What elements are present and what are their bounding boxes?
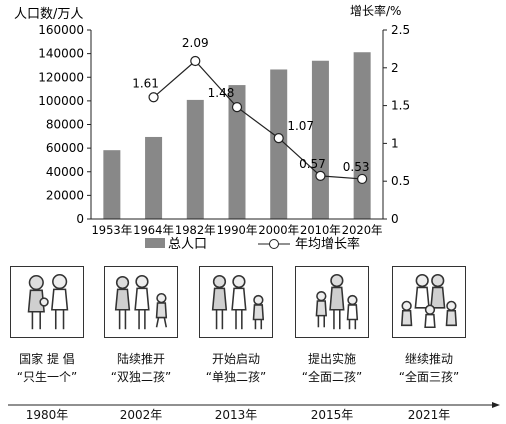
population-bar <box>145 136 163 219</box>
growth-rate-point <box>273 133 284 144</box>
left-tick-label: 140000 <box>38 47 84 61</box>
growth-rate-point <box>148 92 159 103</box>
legend-bar-swatch <box>145 238 165 248</box>
category-label: 1982年 <box>175 223 216 237</box>
growth-rate-point <box>357 173 368 185</box>
population-bar <box>228 85 246 220</box>
growth-rate-label: 0.53 <box>343 160 370 174</box>
left-tick-label: 20000 <box>46 188 84 202</box>
policy-caption-line2: “全面三孩” <box>398 370 460 384</box>
growth-rate-point <box>315 170 326 182</box>
policy-caption-line1: 陆续推开 <box>116 352 165 366</box>
right-tick-label: 0 <box>391 212 399 226</box>
policy-caption-2: 陆续推开 “双独二孩” <box>93 350 189 386</box>
right-tick-label: 1.5 <box>391 99 410 113</box>
population-bar <box>311 60 329 219</box>
policy-caption-line2: “只生一个” <box>16 370 78 384</box>
timeline-year-3: 2013年 <box>214 408 258 422</box>
growth-rate-label: 1.07 <box>287 119 314 133</box>
growth-rate-point <box>190 55 201 67</box>
timeline-axis <box>8 402 500 408</box>
growth-rate-label: 1.61 <box>132 76 159 90</box>
left-tick-label: 160000 <box>38 23 84 37</box>
family-with-two-children-icon <box>315 274 359 330</box>
policy-caption-line2: “双独二孩” <box>110 370 172 384</box>
policy-panel-3 <box>199 266 273 338</box>
timeline-year-2: 2002年 <box>119 408 163 422</box>
population-bar <box>103 150 121 219</box>
category-label: 1990年 <box>217 223 258 237</box>
left-tick-label: 60000 <box>46 141 84 155</box>
legend-line-marker <box>269 239 279 249</box>
growth-rate-line <box>153 60 363 180</box>
family-with-three-children-icon <box>400 274 458 329</box>
right-tick-label: 2.5 <box>391 23 410 37</box>
policy-panel-2 <box>104 266 178 338</box>
legend-line-label: 年均增长率 <box>295 236 360 252</box>
timeline-year-4: 2015年 <box>310 408 354 422</box>
legend-bar-label: 总人口 <box>168 237 207 252</box>
population-bar <box>353 52 371 219</box>
right-tick-label: 1 <box>391 136 399 150</box>
growth-rate-label: 1.48 <box>208 86 235 100</box>
left-tick-label: 100000 <box>38 94 84 108</box>
population-chart: 人口数/万人 增长率/% 0 20000 40000 60000 80000 100000… <box>14 3 410 252</box>
category-label: 1964年 <box>133 223 174 237</box>
policy-caption-line1: 开始启动 <box>211 352 260 366</box>
growth-rate-point <box>231 102 243 113</box>
category-label: 2010年 <box>300 223 341 237</box>
family-with-two-children-icon <box>211 274 265 330</box>
left-tick-label: 40000 <box>46 165 84 179</box>
policy-caption-line2: “单独二孩” <box>205 370 267 384</box>
family-with-two-children-icon <box>114 274 168 330</box>
right-axis-title: 增长率/% <box>350 3 401 18</box>
left-tick-label: 0 <box>76 212 84 226</box>
right-tick-label: 2 <box>391 61 399 75</box>
policy-caption-line1: 提出实施 <box>307 352 356 366</box>
policy-caption-3: 开始启动 “单独二孩” <box>188 350 284 386</box>
timeline-year-5: 2021年 <box>407 408 451 422</box>
policy-caption-5: 继续推动 “全面三孩” <box>381 350 477 386</box>
population-bar <box>186 99 204 219</box>
category-label: 1953年 <box>91 223 132 237</box>
policy-caption-line1: 继续推动 <box>404 352 453 366</box>
growth-rate-label: 2.09 <box>182 36 209 50</box>
right-tick-label: 0.5 <box>391 174 410 188</box>
left-axis-title: 人口数/万人 <box>14 7 83 22</box>
left-tick-label: 120000 <box>38 70 84 84</box>
policy-caption-1: 国家 提 倡 “只生一个” <box>0 350 95 386</box>
couple-with-one-child-icon <box>27 274 69 330</box>
policy-caption-4: 提出实施 “全面二孩” <box>284 350 380 386</box>
category-label: 2020年 <box>342 223 383 237</box>
timeline-year-1: 1980年 <box>25 408 69 422</box>
category-label: 2000年 <box>258 223 299 237</box>
policy-caption-line1: 国家 提 倡 <box>19 352 75 366</box>
population-bar <box>270 69 288 219</box>
growth-rate-label: 0.57 <box>299 157 326 171</box>
policy-panel-5 <box>392 266 466 338</box>
policy-caption-line2: “全面二孩” <box>301 370 363 384</box>
policy-panel-4 <box>295 266 369 338</box>
arrow-right-icon <box>492 402 500 408</box>
policy-panel-1 <box>10 266 84 338</box>
left-tick-label: 80000 <box>46 118 84 132</box>
